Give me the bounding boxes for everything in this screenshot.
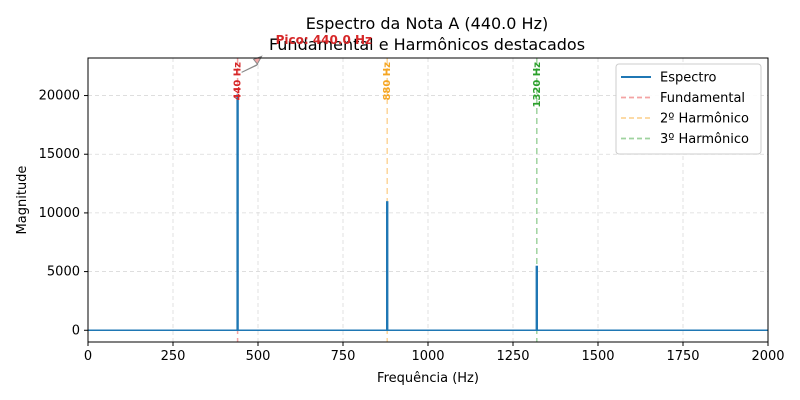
x-tick-label: 0 xyxy=(84,349,92,364)
annotation-arrow xyxy=(241,55,263,73)
chart-title-line1: Espectro da Nota A (440.0 Hz) xyxy=(306,14,548,33)
x-tick-label: 1500 xyxy=(581,349,614,364)
chart-title-line2: Fundamental e Harmônicos destacados xyxy=(269,35,585,54)
y-tick-label: 15000 xyxy=(39,147,80,162)
x-tick-label: 1250 xyxy=(496,349,529,364)
x-tick-label: 1000 xyxy=(411,349,444,364)
legend-label: 2º Harmônico xyxy=(660,112,749,127)
legend-label: 3º Harmônico xyxy=(660,132,749,147)
spectrum-peak xyxy=(386,201,389,331)
legend-box xyxy=(615,63,762,155)
marker-label-880: 880 Hz xyxy=(382,62,393,101)
y-tick-label: 20000 xyxy=(39,89,80,104)
spectrum-peak xyxy=(535,265,538,331)
legend-label: Fundamental xyxy=(660,91,745,106)
x-tick-label: 500 xyxy=(246,349,271,364)
legend: Espectro Fundamental 2º Harmônico 3º Harmôn… xyxy=(615,63,762,155)
annotation-text: Pico: 440.0 Hz xyxy=(276,33,372,47)
x-tick-label: 750 xyxy=(331,349,356,364)
marker-label-1320: 1320 Hz xyxy=(532,62,543,108)
spectrum-peak xyxy=(236,94,239,331)
y-tick-label: 10000 xyxy=(39,206,80,221)
y-tick-label: 5000 xyxy=(47,265,80,280)
plot-area: 440 Hz 880 Hz 1320 Hz Pico: 440.0 Hz 0 250 500… xyxy=(39,33,785,364)
marker-label-440: 440 Hz xyxy=(233,62,244,101)
x-tick-label: 250 xyxy=(161,349,186,364)
x-axis-label: Frequência (Hz) xyxy=(377,371,479,386)
legend-label: Espectro xyxy=(660,71,717,86)
y-axis-label: Magnitude xyxy=(15,166,30,235)
y-tick-label: 0 xyxy=(72,323,80,338)
x-tick-label: 1750 xyxy=(666,349,699,364)
x-tick-label: 2000 xyxy=(751,349,784,364)
